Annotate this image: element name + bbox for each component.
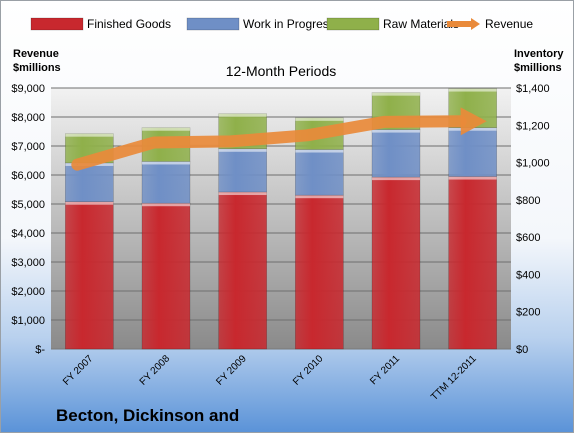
- revenue-point: [76, 164, 78, 166]
- bar-highlight: [448, 176, 497, 180]
- revenue-point: [230, 140, 232, 142]
- y-left-tick-label: $7,000: [11, 141, 45, 153]
- bar-highlight: [142, 127, 190, 131]
- bar-highlight: [372, 129, 420, 133]
- bar-highlight: [218, 192, 267, 196]
- y-right-tick-label: $1,200: [516, 120, 550, 132]
- x-tick-label: FY 2011: [368, 353, 402, 387]
- revenue-point: [306, 134, 308, 136]
- bar-finished-goods: [65, 201, 114, 350]
- bar-finished-goods: [448, 176, 497, 350]
- bar-work-in-progress: [65, 162, 114, 203]
- revenue-point: [153, 142, 155, 144]
- revenue-arrowhead: [460, 107, 487, 136]
- bar-highlight: [295, 149, 344, 153]
- y-left-tick-label: $9,000: [11, 83, 45, 95]
- bar-work-in-progress: [295, 149, 344, 196]
- y-right-tick-label: $0: [516, 344, 528, 356]
- legend-label: Raw Materials: [383, 17, 459, 31]
- revenue-point: [383, 121, 385, 123]
- bar-finished-goods: [218, 191, 267, 350]
- bar-highlight: [142, 161, 190, 165]
- bar-work-in-progress: [218, 148, 267, 193]
- bar-highlight: [218, 148, 267, 152]
- legend-label: Finished Goods: [87, 17, 171, 31]
- bar-highlight: [65, 133, 114, 137]
- y-right-tick-label: $600: [516, 232, 540, 244]
- y-left-tick-label: $1,000: [11, 315, 45, 327]
- x-tick-label: FY 2009: [214, 353, 249, 388]
- bar-finished-goods: [371, 176, 421, 350]
- bar-work-in-progress: [371, 129, 421, 178]
- left-axis-title-line1: Revenue: [13, 48, 59, 60]
- y-right-tick-label: $1,400: [516, 83, 550, 95]
- bar-highlight: [372, 177, 420, 181]
- bar-work-in-progress: [448, 127, 497, 177]
- legend-swatch: [326, 17, 380, 31]
- legend-label: Revenue: [485, 17, 533, 31]
- right-axis-title-line2: $millions: [514, 62, 562, 74]
- bar-highlight: [295, 117, 344, 121]
- legend-swatch: [30, 17, 84, 31]
- y-left-tick-label: $4,000: [11, 228, 45, 240]
- x-tick-label: FY 2010: [291, 353, 326, 388]
- bar-work-in-progress: [141, 161, 191, 204]
- y-right-tick-label: $200: [516, 307, 540, 319]
- y-left-tick-label: $8,000: [11, 112, 45, 124]
- legend-arrow: [471, 18, 480, 30]
- x-tick-label: TTM 12-2011: [429, 353, 479, 403]
- revenue-line: [71, 115, 467, 171]
- y-left-tick-label: $-: [35, 344, 45, 356]
- left-axis-title-line2: $millions: [13, 62, 61, 74]
- bar-highlight: [142, 203, 190, 207]
- company-title: Becton, Dickinson and: [56, 406, 239, 425]
- right-axis-title-line1: Inventory: [514, 48, 564, 60]
- bar-highlight: [448, 88, 497, 92]
- revenue-point: [460, 120, 462, 122]
- bar-finished-goods: [141, 202, 191, 350]
- y-right-tick-label: $1,000: [516, 158, 550, 170]
- chart-subtitle: 12-Month Periods: [226, 63, 337, 79]
- x-tick-label: FY 2008: [138, 353, 173, 388]
- bar-highlight: [218, 113, 267, 117]
- y-right-tick-label: $800: [516, 195, 540, 207]
- bar-highlight: [448, 127, 497, 131]
- y-left-tick-label: $3,000: [11, 257, 45, 269]
- bar-highlight: [65, 201, 114, 205]
- legend-swatch: [186, 17, 240, 31]
- y-left-tick-label: $5,000: [11, 199, 45, 211]
- x-tick-label: FY 2007: [61, 353, 96, 388]
- y-right-tick-label: $400: [516, 269, 540, 281]
- bar-finished-goods: [295, 194, 344, 350]
- y-left-tick-label: $2,000: [11, 286, 45, 298]
- y-left-tick-label: $6,000: [11, 170, 45, 182]
- bar-highlight: [295, 195, 344, 199]
- bar-highlight: [372, 92, 420, 96]
- legend-label: Work in Progress: [243, 17, 335, 31]
